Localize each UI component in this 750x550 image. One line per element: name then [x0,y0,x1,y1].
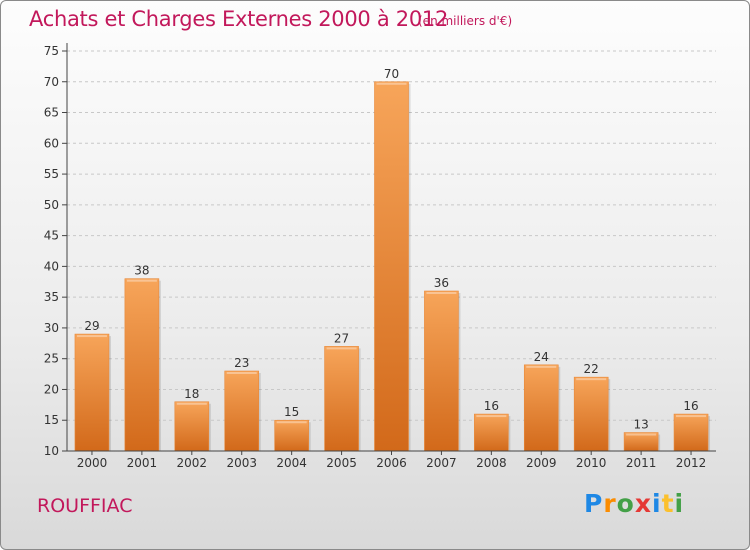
bar-highlight [326,347,357,350]
x-tick-label: 2006 [376,456,407,470]
x-tick-label: 2003 [226,456,257,470]
data-label: 16 [484,399,499,413]
bar [573,376,609,452]
x-tick-label: 2000 [77,456,108,470]
bar-highlight [426,292,457,294]
x-tick-label: 2009 [526,456,557,470]
data-label: 13 [633,418,648,432]
x-tick-label: 2001 [127,456,158,470]
x-tick-label: 2002 [177,456,208,470]
bar [374,81,409,452]
y-tick-label: 70 [44,75,59,89]
bar [424,290,459,452]
x-tick-label: 2008 [476,456,507,470]
y-tick-label: 25 [44,352,59,366]
data-label: 24 [534,350,549,364]
y-tick-label: 35 [44,290,59,304]
data-label: 38 [134,264,149,278]
bar [523,364,559,452]
commune-name: ROUFFIAC [37,495,133,517]
proxiti-logo: Proxiti [584,489,684,518]
data-label: 27 [334,331,349,345]
y-tick-label: 45 [44,229,59,243]
bar [474,413,509,452]
data-label: 36 [434,276,449,290]
data-label: 29 [84,319,99,333]
data-label: 18 [184,387,199,401]
x-tick-label: 2007 [426,456,457,470]
data-label: 70 [384,67,399,81]
logo-letter: x [634,489,652,518]
y-tick-label: 40 [44,259,59,273]
x-tick-label: 2005 [326,456,357,470]
logo-letter: t [661,489,675,518]
x-tick-label: 2010 [576,456,607,470]
logo-letter: r [603,489,617,518]
y-tick-label: 15 [44,413,59,427]
bar-highlight [526,365,557,368]
bar [124,278,160,452]
data-label: 22 [584,362,599,376]
y-tick-label: 20 [44,382,59,396]
y-tick-label: 65 [44,106,59,120]
data-label: 23 [234,356,249,370]
logo-letter: i [674,489,685,518]
y-tick-label: 10 [44,444,59,458]
bar [174,401,210,452]
axes: 10 15 20 25 30 35 40 45 50 55 60 65 70 75 2000 2001 2002… [44,43,716,470]
bars: 29 38 18 23 15 27 70 36 16 24 22 13 16 [74,67,711,452]
chart-unit-label: (en milliers d'€) [418,14,513,28]
bar-highlight [376,82,407,85]
bar-highlight [176,402,207,405]
logo-letter: i [652,489,662,518]
y-tick-label: 30 [44,321,59,335]
bar-highlight [576,378,607,381]
bar-highlight [126,279,157,282]
bar-highlight [476,415,507,418]
bar [224,370,260,452]
bar [74,333,110,452]
bar-highlight [76,335,107,338]
x-tick-label: 2011 [626,456,657,470]
y-tick-label: 50 [44,198,59,212]
chart-title: Achats et Charges Externes 2000 à 2012 [29,7,449,31]
logo-letter: o [616,489,635,518]
data-label: 15 [284,405,299,419]
x-tick-label: 2004 [276,456,307,470]
bar-highlight [626,433,657,436]
data-label: 16 [683,399,698,413]
logo-letter: P [584,489,604,518]
bar [274,419,309,452]
bar-highlight [276,421,307,424]
y-tick-label: 60 [44,136,59,150]
y-tick-label: 55 [44,167,59,181]
x-tick-label: 2012 [676,456,707,470]
bar [324,346,359,452]
bar-highlight [676,415,707,418]
bar [673,413,709,452]
y-tick-label: 75 [44,44,59,58]
bar-highlight [226,372,257,374]
